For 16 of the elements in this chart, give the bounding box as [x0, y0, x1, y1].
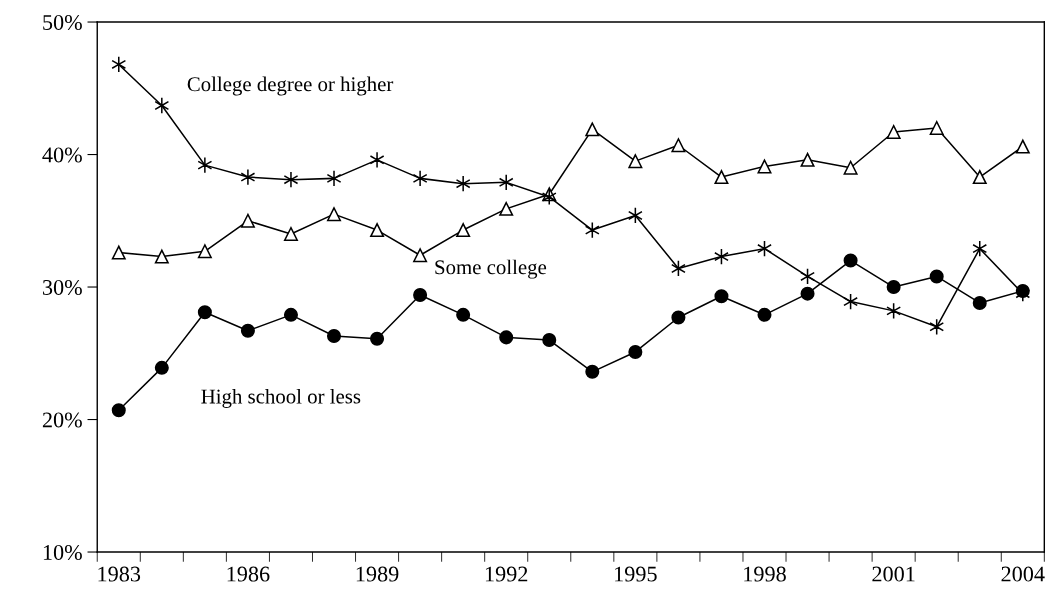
- x-tick-label: 1983: [98, 566, 141, 582]
- x-tick-label: 1989: [356, 566, 399, 582]
- y-tick-label: 10%: [43, 544, 82, 561]
- x-tick-label: 2004: [1001, 566, 1045, 582]
- x-tick-label: 1986: [227, 566, 270, 582]
- x-tick-label: 1998: [744, 566, 786, 582]
- y-tick-label: 30%: [42, 279, 82, 296]
- x-tick-label: 2001: [872, 566, 915, 582]
- series-label: College degree or higher: [187, 76, 394, 96]
- y-tick-label: 50%: [43, 14, 82, 31]
- y-tick-label: 20%: [42, 412, 82, 428]
- x-tick-label: 1992: [485, 566, 528, 582]
- series-label: Some college: [435, 259, 547, 279]
- series-label: High school or less: [201, 388, 361, 408]
- x-tick-label: 1995: [615, 566, 657, 582]
- y-tick-label: 40%: [42, 147, 82, 163]
